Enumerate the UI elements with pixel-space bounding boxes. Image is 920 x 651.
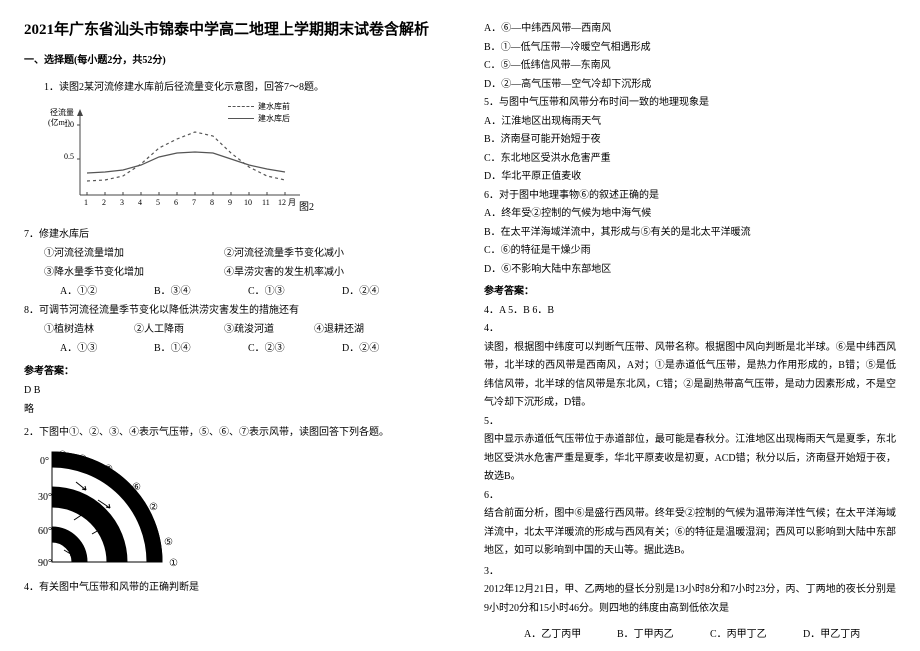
q7-row2: ③降水量季节变化增加 ④旱涝灾害的发生机率减小 xyxy=(24,263,436,282)
q8-opt-a: A．①③ xyxy=(60,339,154,358)
q7-opt-b: B．③④ xyxy=(154,282,248,301)
svg-text:③: ③ xyxy=(104,464,113,475)
svg-text:10: 10 xyxy=(244,198,252,207)
figure-label: 图2 xyxy=(299,198,314,213)
svg-text:60°: 60° xyxy=(38,526,52,537)
q8-stem: 8．可调节河流径流量季节变化以降低洪涝灾害发生的措施还有 xyxy=(24,301,436,320)
q7-opt-a: A．①② xyxy=(60,282,154,301)
q4-opt-b: B．①—低气压带—冷暖空气相遇形成 xyxy=(484,39,896,58)
svg-text:⑦: ⑦ xyxy=(78,454,87,465)
q1-intro: 1．读图2某河流修建水库前后径流量变化示意图，回答7～8题。 xyxy=(24,78,436,97)
svg-text:5: 5 xyxy=(156,198,160,207)
ans2-l3: 5． xyxy=(484,413,896,432)
ans2-l6: 结合前面分析，图中⑥是盛行西风带。终年受②控制的气候为温带海洋性气候；在太平洋海… xyxy=(484,505,896,561)
ans2-l4: 图中显示赤道低气压带位于赤道部位，最可能是春秋分。江淮地区出现梅雨天气是夏季，东… xyxy=(484,431,896,487)
answers-label-1: 参考答案： xyxy=(24,362,436,381)
q3-opt-b: B．丁甲丙乙 xyxy=(617,626,710,645)
ans2-l2: 读图，根据图中纬度可以判断气压带、风带名称。根据图中风向判断是北半球。⑥是中纬西… xyxy=(484,339,896,413)
q3-options: A．乙丁丙甲 B．丁甲丙乙 C．丙甲丁乙 D．甲乙丁丙 xyxy=(484,626,896,645)
q4-opt-c: C．⑤—低纬信风带—东南风 xyxy=(484,57,896,76)
answer-q1-brief: 略 xyxy=(24,400,436,419)
q4-stem: 4．有关图中气压带和风带的正确判断是 xyxy=(24,578,436,597)
q3-stem: 3． xyxy=(484,563,896,582)
q4-opt-d: D．②—高气压带—空气冷却下沉形成 xyxy=(484,76,896,95)
svg-text:径流量: 径流量 xyxy=(50,107,74,117)
svg-text:11: 11 xyxy=(262,198,270,207)
q8-item4: ④退耕还湖 xyxy=(314,320,364,339)
paper-title: 2021年广东省汕头市锦泰中学高二地理上学期期末试卷含解析 xyxy=(24,20,436,41)
q7-stem: 7．修建水库后 xyxy=(24,225,436,244)
ans2-l5: 6． xyxy=(484,487,896,506)
q8-opt-b: B．①④ xyxy=(154,339,248,358)
q5-opt-b: B．济南昼可能开始短于夜 xyxy=(484,131,896,150)
q3-body: 2012年12月21日，甲、乙两地的昼长分别是13小时8分和7小时23分，丙、丁… xyxy=(484,581,896,618)
q5-opt-a: A．江淮地区出现梅雨天气 xyxy=(484,113,896,132)
svg-text:2: 2 xyxy=(102,198,106,207)
svg-text:8: 8 xyxy=(210,198,214,207)
legend-label-before: 建水库前 xyxy=(258,101,290,112)
answer-q1: D B xyxy=(24,381,436,400)
svg-text:30°: 30° xyxy=(38,492,52,503)
legend-line-before xyxy=(228,106,254,107)
runoff-chart: 建水库前 建水库后 径流量 (亿m³) 1.0 0.5 123 456 789 … xyxy=(44,101,334,219)
q2-intro: 2．下图中①、②、③、④表示气压带，⑤、⑥、⑦表示风带，读图回答下列各题。 xyxy=(24,423,436,442)
q8-item3: ③疏浚河道 xyxy=(224,320,314,339)
legend-line-after xyxy=(228,118,254,119)
q7-options: A．①② B．③④ C．①③ D．②④ xyxy=(24,282,436,301)
q8-row: ①植树造林 ②人工降雨 ③疏浚河道 ④退耕还湖 xyxy=(24,320,436,339)
svg-text:0°: 0° xyxy=(40,456,49,467)
q5-opt-c: C．东北地区受洪水危害严重 xyxy=(484,150,896,169)
q7-opt-d: D．②④ xyxy=(342,282,436,301)
legend-label-after: 建水库后 xyxy=(258,113,290,124)
svg-text:4: 4 xyxy=(138,198,142,207)
q7-opt-c: C．①③ xyxy=(248,282,342,301)
q7-item1: ①河流径流量增加 xyxy=(44,244,224,263)
section-header: 一、选择题(每小题2分，共52分) xyxy=(24,51,436,70)
left-column: 2021年广东省汕头市锦泰中学高二地理上学期期末试卷含解析 一、选择题(每小题2… xyxy=(0,0,460,651)
svg-text:9: 9 xyxy=(228,198,232,207)
svg-text:1: 1 xyxy=(84,198,88,207)
q8-options: A．①③ B．①④ C．②③ D．②④ xyxy=(24,339,436,358)
svg-text:6: 6 xyxy=(174,198,178,207)
q7-row1: ①河流径流量增加 ②河流径流量季节变化减小 xyxy=(24,244,436,263)
svg-text:90°: 90° xyxy=(38,558,52,569)
svg-text:④: ④ xyxy=(58,450,67,461)
right-column: A．⑥—中纬西风带—西南风 B．①—低气压带—冷暖空气相遇形成 C．⑤—低纬信风… xyxy=(460,0,920,651)
q5-opt-d: D．华北平原正值麦收 xyxy=(484,168,896,187)
svg-text:12 月: 12 月 xyxy=(278,198,296,207)
svg-text:②: ② xyxy=(149,502,158,513)
q8-opt-d: D．②④ xyxy=(342,339,436,358)
pressure-belt-diagram: ① ② ③ ④ ⑤ ⑥ ⑦ 90° 60° 30° 0° xyxy=(36,446,436,576)
answers-label-2: 参考答案： xyxy=(484,283,896,302)
svg-text:1.0: 1.0 xyxy=(64,120,74,129)
svg-text:⑤: ⑤ xyxy=(164,537,173,548)
q5-stem: 5．与图中气压带和风带分布时间一致的地理现象是 xyxy=(484,94,896,113)
q8-item1: ①植树造林 xyxy=(44,320,134,339)
q6-opt-b: B．在太平洋海域洋流中，其形成与⑤有关的是北太平洋暖流 xyxy=(484,224,896,243)
q7-item3: ③降水量季节变化增加 xyxy=(44,263,224,282)
q3-opt-a: A．乙丁丙甲 xyxy=(524,626,617,645)
chart-legend: 建水库前 建水库后 xyxy=(228,101,290,125)
ans2-l1: 4． xyxy=(484,320,896,339)
q7-item4: ④旱涝灾害的发生机率减小 xyxy=(224,263,344,282)
svg-text:0.5: 0.5 xyxy=(64,152,74,161)
q6-opt-c: C．⑥的特征是干燥少雨 xyxy=(484,242,896,261)
q8-item2: ②人工降雨 xyxy=(134,320,224,339)
q4-opt-a: A．⑥—中纬西风带—西南风 xyxy=(484,20,896,39)
q3-opt-d: D．甲乙丁丙 xyxy=(803,626,896,645)
q6-stem: 6．对于图中地理事物⑥的叙述正确的是 xyxy=(484,187,896,206)
ans2-l0: 4．A 5．B 6．B xyxy=(484,302,896,321)
svg-text:3: 3 xyxy=(120,198,124,207)
q7-item2: ②河流径流量季节变化减小 xyxy=(224,244,344,263)
svg-text:⑥: ⑥ xyxy=(132,482,141,493)
svg-text:7: 7 xyxy=(192,198,196,207)
q6-opt-d: D．⑥不影响大陆中东部地区 xyxy=(484,261,896,280)
svg-text:①: ① xyxy=(169,558,178,569)
q6-opt-a: A．终年受②控制的气候为地中海气候 xyxy=(484,205,896,224)
q8-opt-c: C．②③ xyxy=(248,339,342,358)
q3-opt-c: C．丙甲丁乙 xyxy=(710,626,803,645)
